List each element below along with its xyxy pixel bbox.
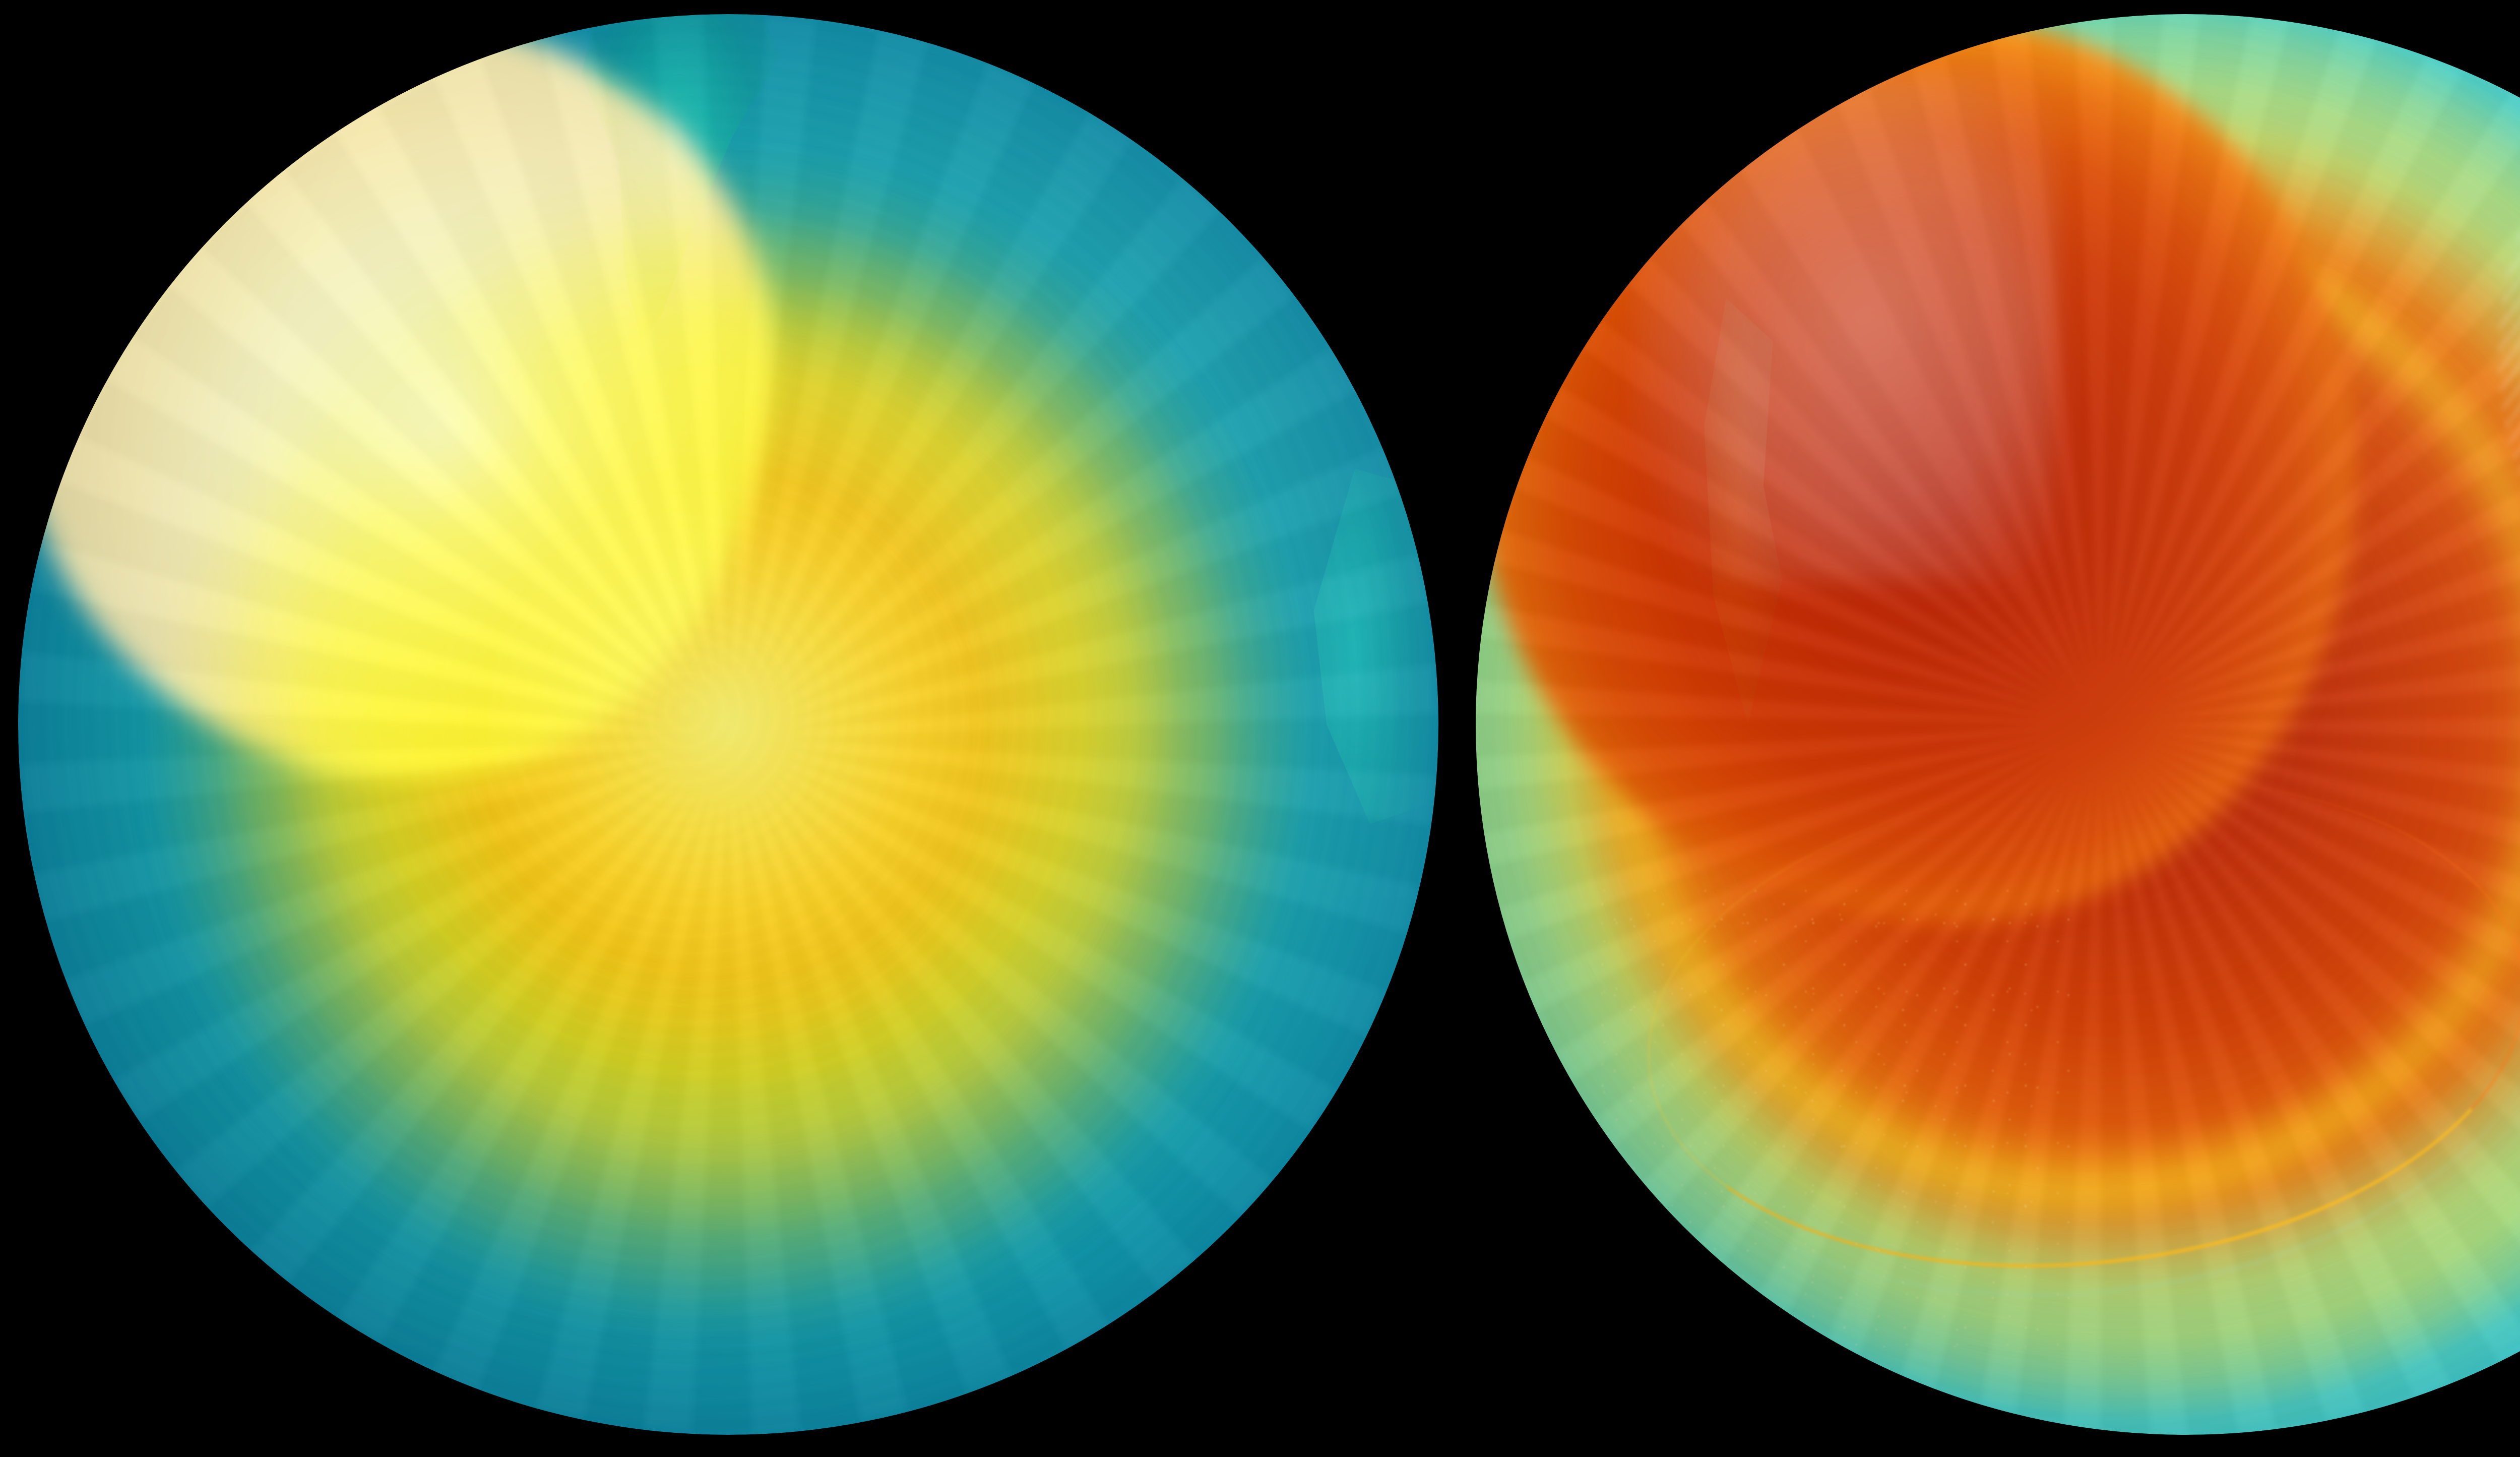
landmass-new-zealand	[1225, 1250, 1311, 1350]
globe-left-limb-darkening	[18, 14, 1438, 1435]
northern-hemisphere-globe[interactable]	[1476, 14, 2520, 1435]
southern-hemisphere-globe[interactable]	[18, 14, 1438, 1435]
